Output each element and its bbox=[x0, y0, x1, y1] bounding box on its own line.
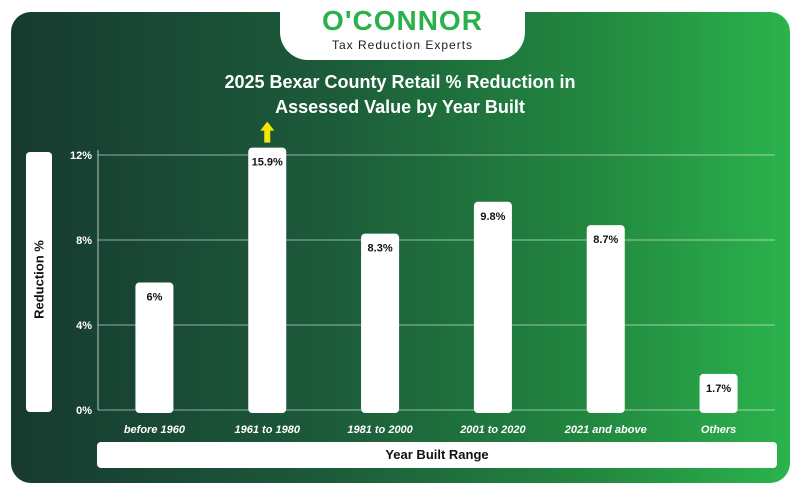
bar-value-label: 15.9% bbox=[252, 157, 283, 169]
bar bbox=[248, 147, 287, 413]
bar bbox=[699, 373, 738, 413]
overflow-arrow-icon bbox=[260, 121, 275, 143]
bar-value-label: 6% bbox=[146, 292, 162, 304]
x-tick-label: Others bbox=[701, 424, 736, 436]
chart-title: 2025 Bexar County Retail % Reduction in … bbox=[150, 70, 650, 120]
y-axis-label-box: Reduction % bbox=[26, 152, 52, 412]
x-tick-label: 2001 to 2020 bbox=[459, 424, 526, 436]
bar bbox=[586, 225, 625, 413]
x-tick-label: 2021 and above bbox=[564, 424, 647, 436]
bar bbox=[361, 233, 400, 413]
x-tick-label: 1961 to 1980 bbox=[235, 424, 301, 436]
bar-value-label: 8.3% bbox=[368, 243, 393, 255]
x-axis-label: Year Built Range bbox=[97, 442, 777, 468]
x-tick-label: 1981 to 2000 bbox=[347, 424, 413, 436]
bar bbox=[473, 201, 512, 413]
brand-tagline: Tax Reduction Experts bbox=[331, 38, 474, 52]
y-tick-label: 4% bbox=[76, 320, 92, 332]
brand-logo: O'CONNOR bbox=[322, 5, 483, 36]
chart-title-line-2: Assessed Value by Year Built bbox=[275, 97, 525, 117]
bar-value-label: 9.8% bbox=[480, 211, 505, 223]
logo-tab: O'CONNOR Tax Reduction Experts bbox=[280, 0, 525, 60]
y-tick-label: 8% bbox=[76, 235, 92, 247]
y-tick-label: 0% bbox=[76, 405, 92, 417]
bar-value-label: 8.7% bbox=[593, 234, 618, 246]
y-tick-label: 12% bbox=[70, 150, 92, 162]
bar bbox=[135, 282, 174, 413]
x-tick-label: before 1960 bbox=[124, 424, 186, 436]
bar-value-label: 1.7% bbox=[706, 383, 731, 395]
chart-title-line-1: 2025 Bexar County Retail % Reduction in bbox=[224, 72, 576, 92]
